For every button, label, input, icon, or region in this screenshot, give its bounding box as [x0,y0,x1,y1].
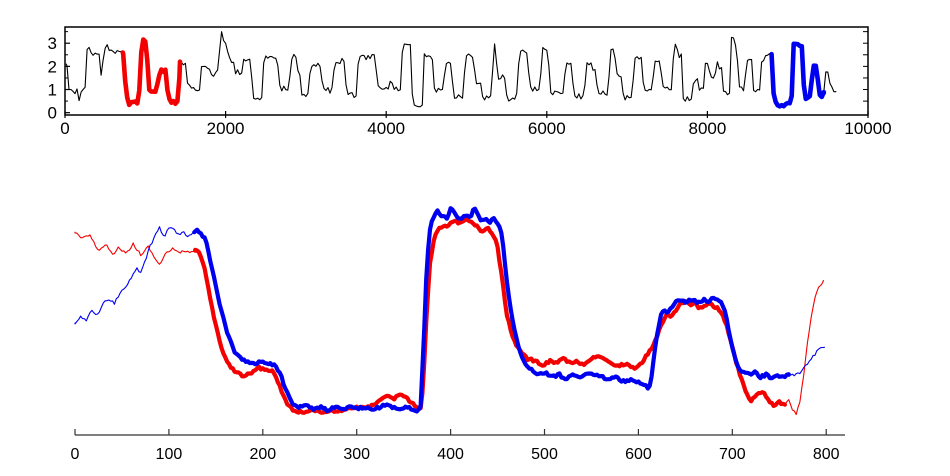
y-tick-label: 0 [48,104,57,123]
x-tick-label: 0 [71,446,80,463]
x-tick-label: 700 [719,446,746,463]
raw-series-line [65,31,837,108]
x-tick-label: 200 [249,446,276,463]
x-tick-label: 0 [60,119,69,138]
plot-box [64,26,869,116]
x-tick-label: 2000 [207,119,245,138]
x-tick-label: 10000 [844,119,891,138]
y-tick-label: 2 [48,57,57,76]
x-tick-label: 500 [531,446,558,463]
motif-occurrence-red-highlight [120,37,183,108]
y-tick-label: 1 [48,81,57,100]
x-tick-label: 8000 [688,119,726,138]
red-subsequence-line [74,218,824,416]
x-tick-label: 800 [813,446,840,463]
x-tick-label: 600 [625,446,652,463]
x-tick-label: 100 [156,446,183,463]
blue-subsequence-emphasis [192,206,791,414]
aligned-motifs-chart: 0 100 200 300 400 500 600 700 800 [71,206,845,463]
x-tick-label: 300 [343,446,370,463]
x-tick-label: 6000 [528,119,566,138]
x-tick-label: 400 [437,446,464,463]
x-tick-label: 4000 [367,119,405,138]
y-tick-label: 3 [48,34,57,53]
motif-occurrence-blue-highlight [769,41,827,109]
blue-subsequence-line [74,207,825,413]
